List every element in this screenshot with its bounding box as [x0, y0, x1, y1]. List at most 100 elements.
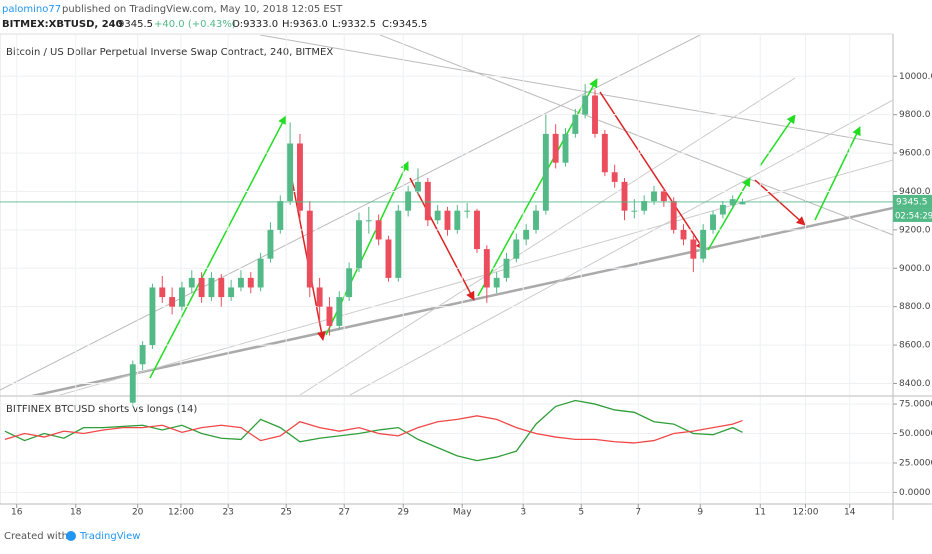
candle-body: [149, 287, 156, 346]
candle-body: [464, 210, 471, 212]
candle-body: [375, 220, 382, 240]
x-tick-label: 14: [844, 508, 856, 518]
x-tick-label: 12:00: [168, 508, 194, 518]
candle-body: [651, 191, 657, 202]
trend-line: [0, 35, 701, 391]
candle-body: [415, 181, 421, 192]
candle-body: [523, 229, 530, 240]
y-tick-label: 9000.0: [899, 264, 931, 274]
trend-line: [30, 206, 893, 395]
x-tick-label: 16: [11, 508, 23, 518]
x-tick-label: May: [453, 508, 472, 518]
arrow-up: [707, 177, 751, 251]
candle-body: [444, 210, 451, 230]
countdown-label: 02:54:29: [895, 211, 932, 221]
countdown-tag: [893, 208, 932, 222]
candle-body: [395, 210, 402, 278]
candle-body: [405, 191, 412, 211]
candle-body: [670, 201, 677, 230]
candle-body: [454, 210, 461, 230]
candle-body: [188, 277, 195, 288]
last-price-label: 9345.5: [896, 197, 928, 207]
arrow-down: [754, 179, 806, 226]
candle-body: [385, 239, 392, 278]
candle-body: [208, 277, 215, 298]
candle-body: [365, 220, 372, 222]
candle-body: [434, 210, 441, 221]
x-tick-label: 20: [132, 508, 144, 518]
y-tick-label: 10000.0: [899, 72, 932, 82]
candle-body: [680, 229, 687, 240]
candle-body: [247, 277, 254, 288]
brand-logo[interactable]: [66, 531, 76, 541]
x-tick-label: 29: [398, 508, 410, 518]
candle-body: [572, 114, 579, 134]
candle-body: [474, 210, 480, 250]
pane: 0.0000 25.0000 50.0000 75.0000: [0, 400, 932, 498]
last-price-tag: [893, 194, 932, 209]
arrow-down: [409, 177, 475, 301]
open: O:9333.0: [232, 19, 278, 30]
candle-body: [257, 258, 264, 288]
last: 9345.5: [118, 19, 153, 30]
footer-brand[interactable]: TradingView: [79, 531, 140, 542]
candle-body: [601, 133, 608, 173]
indicator-title: BITFINEX BTCUSD shorts vs longs (14): [6, 404, 197, 415]
candle-body: [169, 297, 176, 307]
trend-line: [299, 77, 796, 395]
candle-body: [542, 133, 549, 211]
close: C:9345.5: [382, 19, 427, 30]
candle-body: [297, 143, 303, 211]
candle-body: [631, 210, 638, 212]
x-tick-label: 23: [222, 508, 233, 518]
y-tick-label: 0.0000: [899, 488, 931, 498]
candle-body: [493, 277, 500, 288]
arrow-up: [759, 114, 796, 167]
x-tick-label: 3: [520, 508, 526, 518]
arrow-up: [814, 126, 861, 221]
y-tick-label: 8400.0: [899, 379, 931, 389]
candle-body: [139, 345, 146, 365]
y-tick-label: 9800.0: [899, 110, 931, 120]
candle-body: [533, 210, 539, 230]
symbol: BITMEX:XBTUSD, 240: [2, 19, 123, 30]
candle-body: [592, 95, 598, 134]
y-tick-label: 9600.0: [899, 149, 931, 159]
candle-body: [356, 220, 362, 269]
candle-body: [346, 268, 353, 298]
x-tick-label: 7: [635, 508, 641, 518]
candle-body: [277, 201, 284, 230]
candle-body: [424, 181, 431, 221]
candle-body: [129, 364, 136, 403]
candle-body: [690, 239, 697, 259]
author[interactable]: palomino77: [2, 4, 61, 15]
candle-body: [621, 181, 628, 211]
candle-body: [267, 229, 274, 259]
candle-body: [552, 133, 559, 163]
candle-body: [513, 239, 520, 259]
candle-body: [562, 133, 569, 163]
candle-body: [660, 191, 667, 202]
candle-body: [719, 204, 726, 215]
y-tick-label: 9200.0: [899, 225, 931, 235]
footer-created: Created with: [4, 531, 68, 542]
high: H:9363.0: [282, 19, 328, 30]
candle-body: [218, 277, 225, 298]
y-tick-label: 25.0000: [899, 458, 932, 468]
candle-body: [238, 277, 244, 288]
arrow-up: [149, 115, 287, 379]
x-tick-label: 5: [578, 508, 584, 518]
candle-body: [336, 297, 343, 326]
candle-body: [198, 277, 205, 298]
x-tick-label: 11: [755, 508, 766, 518]
low: L:9332.5: [332, 19, 376, 30]
candle-body: [641, 201, 648, 211]
candle-body: [710, 214, 716, 230]
candle-body: [316, 287, 323, 307]
x-tick-label: 18: [70, 508, 82, 518]
trend-line: [349, 99, 893, 395]
published: published on TradingView.com, May 10, 20…: [62, 4, 343, 15]
candle-body: [228, 287, 235, 298]
